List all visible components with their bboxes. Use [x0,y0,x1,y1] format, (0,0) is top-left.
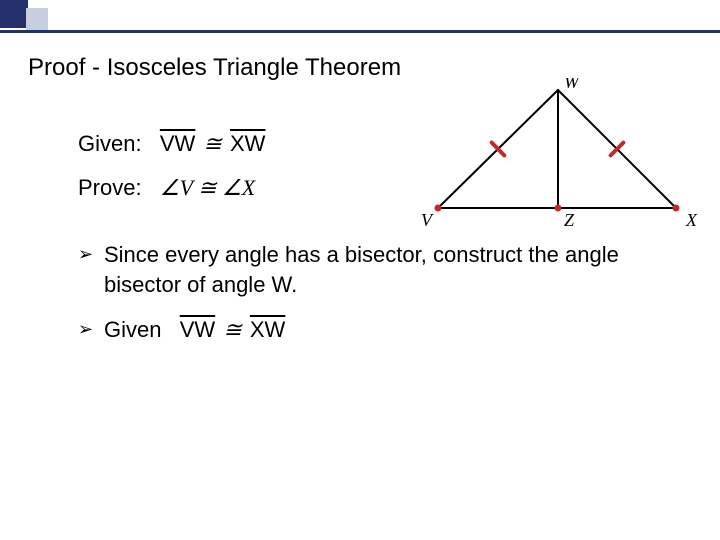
slide-title: Proof - Isosceles Triangle Theorem [28,54,401,82]
triangle-figure: V W Z X [418,78,698,238]
svg-text:V: V [421,210,434,230]
proof-steps: ➢ Since every angle has a bisector, cons… [78,240,638,361]
step-2: ➢ Given VW ≅ XW [78,315,638,345]
segment-vw: VW [160,128,195,160]
prove-expression: ∠V ≅ ∠X [160,175,255,200]
congruent-symbol: ≅ [201,131,223,156]
prove-label: Prove: [78,175,142,200]
given-label: Given: [78,131,142,156]
svg-text:X: X [685,210,698,230]
congruent-symbol: ≅ [221,317,243,342]
svg-text:W: W [564,78,581,92]
slide-accent [0,0,120,30]
step-1: ➢ Since every angle has a bisector, cons… [78,240,638,299]
accent-square-dark [0,0,28,28]
segment-xw: XW [250,315,285,345]
segment-vw: VW [180,315,215,345]
accent-bar [0,30,720,33]
step-2-prefix: Given [104,317,161,342]
given-row: Given: VW ≅ XW [78,128,458,160]
accent-square-light [26,8,48,30]
bullet-marker-icon: ➢ [78,240,104,266]
svg-text:Z: Z [564,210,575,230]
segment-xw: XW [230,128,265,160]
prove-row: Prove: ∠V ≅ ∠X [78,172,458,204]
triangle-edges [438,90,676,208]
triangle-svg: V W Z X [418,78,698,238]
step-1-text: Since every angle has a bisector, constr… [104,240,638,299]
proof-setup: Given: VW ≅ XW Prove: ∠V ≅ ∠X [78,128,458,216]
step-2-text: Given VW ≅ XW [104,315,638,345]
bullet-marker-icon: ➢ [78,315,104,341]
